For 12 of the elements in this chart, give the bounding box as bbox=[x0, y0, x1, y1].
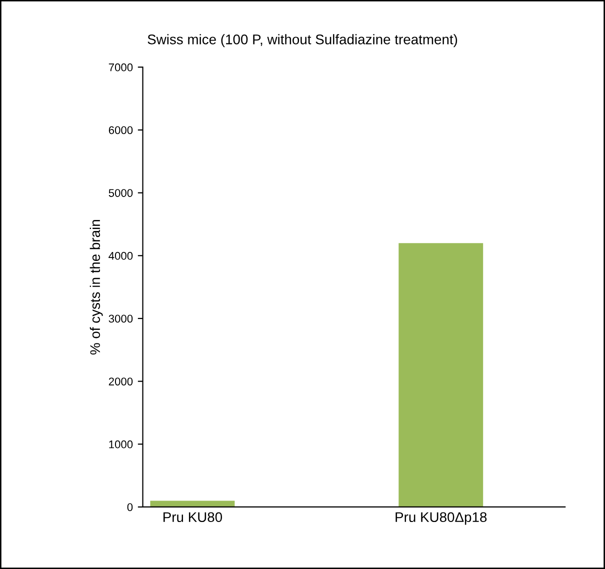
y-tick-label: 5000 bbox=[108, 189, 133, 197]
y-tick-label: 1000 bbox=[109, 440, 133, 448]
y-tick-label: 2000 bbox=[108, 378, 133, 386]
y-tick-label: 6000 bbox=[108, 126, 133, 134]
y-axis-title: % of cysts in the brain bbox=[90, 220, 103, 354]
x-tick-label: Pru KU80Δp18 bbox=[396, 512, 487, 525]
x-tick-label: Pru KU80 bbox=[163, 512, 222, 522]
y-tick-label: 7000 bbox=[108, 63, 133, 72]
y-tick-label: 0 bbox=[127, 503, 133, 512]
y-tick-label: 4000 bbox=[108, 252, 133, 260]
y-tick-label: 3000 bbox=[108, 314, 133, 323]
chart-title: Swiss mice (100 P, without Sulfadiazine treatment) bbox=[148, 34, 458, 48]
